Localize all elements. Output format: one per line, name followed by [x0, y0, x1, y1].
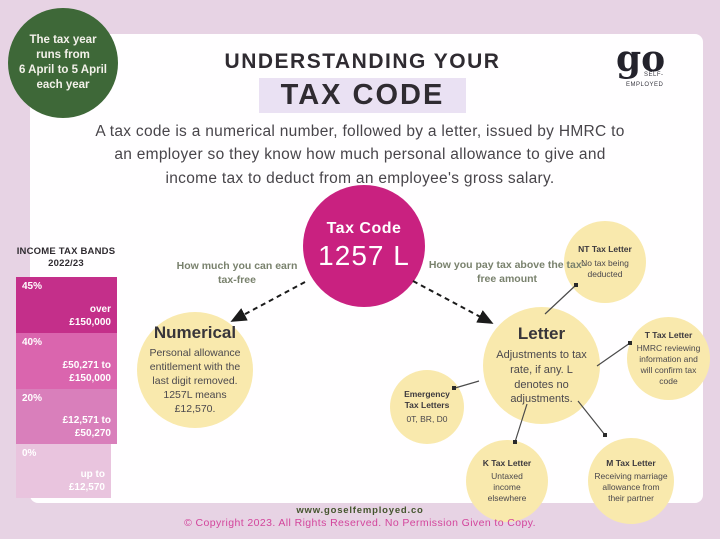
tax-year-badge: The tax year runs from 6 April to 5 Apri… [8, 8, 118, 118]
m-body: Receiving marriage allowance from their … [594, 471, 668, 504]
band-0-rate: 0% [22, 448, 37, 459]
t-body: HMRC reviewing information and will conf… [636, 343, 701, 387]
t-title: T Tax Letter [644, 329, 693, 340]
band-20-rate: 20% [22, 393, 43, 404]
letter-circle: Letter Adjustments to tax rate, if any. … [483, 307, 600, 424]
footer-copyright: © Copyright 2023. All Rights Reserved. N… [184, 517, 536, 529]
band-20: 20% £12,571 to £50,270 [16, 389, 117, 444]
letter-body: Adjustments to tax rate, if any. L denot… [496, 349, 587, 406]
m-title: M Tax Letter [606, 457, 656, 468]
band-45: 45% over £150,000 [16, 277, 117, 333]
band-40-rate: 40% [22, 337, 43, 348]
logo-wordmark: go [616, 38, 666, 80]
income-tax-bands-title: INCOME TAX BANDS 2022/23 [16, 246, 116, 269]
band-40: 40% £50,271 to £150,000 [16, 333, 117, 389]
income-tax-bands-chart: 45% over £150,000 40% £50,271 to £150,00… [16, 277, 117, 498]
goselfemployed-logo: go SELF- EMPLOYED [616, 38, 686, 96]
k-tax-letter-circle: K Tax Letter Untaxed income elsewhere [466, 440, 548, 522]
band-0: 0% up to £12,570 [16, 444, 111, 498]
m-tax-letter-circle: M Tax Letter Receiving marriage allowanc… [588, 438, 674, 524]
logo-sub-self: SELF- [644, 72, 664, 78]
emergency-title: Emergency Tax Letters [404, 389, 450, 410]
band-0-range: up to £12,570 [68, 469, 105, 493]
emergency-tax-letters-circle: Emergency Tax Letters 0T, BR, D0 [390, 370, 464, 444]
logo-sub-employed: EMPLOYED [626, 82, 664, 88]
annotation-earn-tax-free: How much you can earn tax-free [176, 260, 298, 287]
title-highlight: TAX CODE [258, 78, 467, 113]
nt-tax-letter-circle: NT Tax Letter No tax being deducted [564, 221, 646, 303]
numerical-title: Numerical [153, 323, 237, 343]
numerical-circle: Numerical Personal allowance entitlement… [137, 312, 253, 428]
tax-code-circle: Tax Code 1257 L [303, 185, 425, 307]
band-20-range: £12,571 to £50,270 [62, 415, 111, 439]
emergency-body: 0T, BR, D0 [406, 413, 448, 424]
nt-body: No tax being deducted [581, 257, 629, 279]
band-45-rate: 45% [22, 281, 43, 292]
footer-url: www.goselfemployed.co [296, 505, 424, 516]
tax-code-label: Tax Code [326, 220, 402, 237]
tax-code-value: 1257 L [318, 240, 410, 271]
letter-title: Letter [517, 324, 566, 344]
tax-year-badge-text: The tax year runs from 6 April to 5 Apri… [19, 34, 107, 91]
t-tax-letter-circle: T Tax Letter HMRC reviewing information … [627, 317, 710, 400]
k-title: K Tax Letter [482, 457, 532, 468]
k-body: Untaxed income elsewhere [487, 471, 527, 504]
nt-title: NT Tax Letter [578, 244, 632, 255]
page-title: UNDERSTANDING YOUR TAX CODE [120, 50, 605, 113]
numerical-body: Personal allowance entitlement with the … [149, 347, 241, 415]
annotation-pay-tax-above: How you pay tax above the tax-free amoun… [428, 259, 586, 286]
title-line-2: TAX CODE [120, 78, 605, 113]
band-40-range: £50,271 to £150,000 [62, 360, 111, 384]
intro-paragraph: A tax code is a numerical number, follow… [95, 123, 625, 187]
title-line-1: UNDERSTANDING YOUR [224, 50, 501, 73]
band-45-range: over £150,000 [69, 304, 111, 328]
